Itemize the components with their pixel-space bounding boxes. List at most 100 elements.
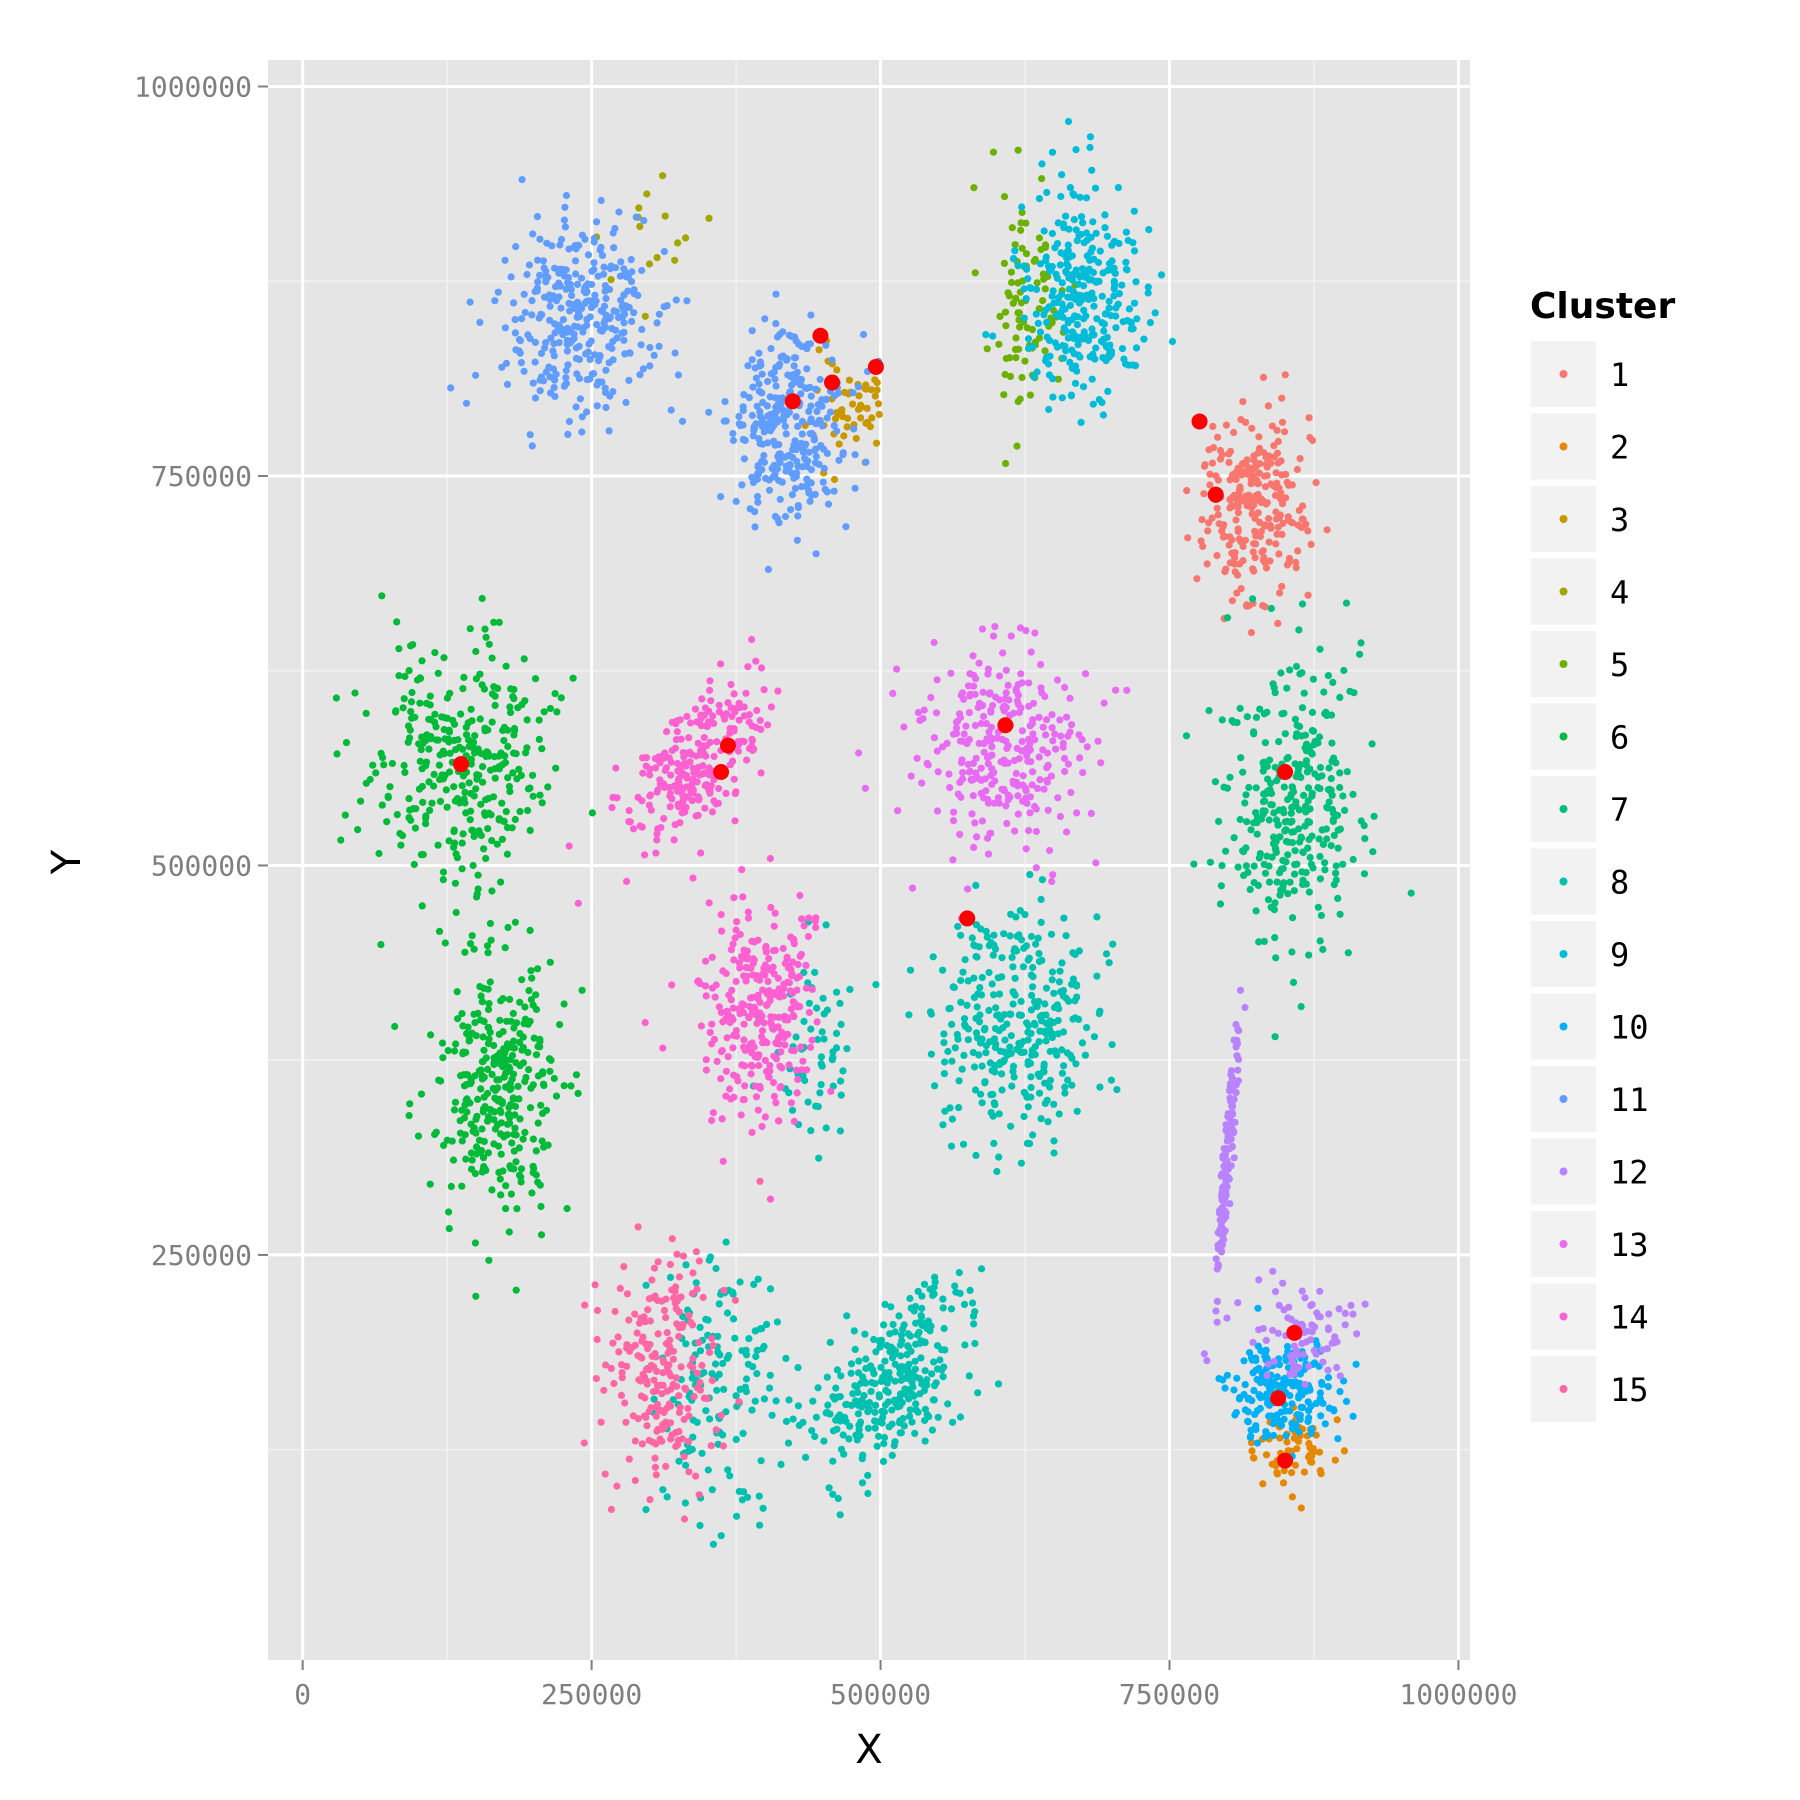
data-point	[803, 365, 811, 373]
data-point	[1031, 1021, 1039, 1029]
x-tick-label: 0	[294, 1678, 311, 1711]
data-point	[488, 1186, 496, 1194]
data-point	[959, 968, 967, 976]
data-point	[925, 1413, 933, 1421]
data-point	[780, 412, 788, 420]
data-point	[760, 451, 768, 460]
data-point	[851, 451, 859, 459]
data-point	[509, 299, 518, 307]
data-point	[939, 1373, 947, 1381]
data-point	[588, 809, 597, 817]
data-point	[732, 1032, 741, 1040]
data-point	[462, 731, 471, 739]
data-point	[526, 784, 534, 792]
data-point	[705, 771, 713, 779]
data-point	[847, 1360, 856, 1368]
data-point	[729, 436, 738, 444]
data-point	[864, 1424, 873, 1432]
data-point	[1324, 804, 1332, 812]
data-point	[1031, 629, 1039, 637]
data-point	[1051, 339, 1059, 347]
cluster-7-points	[1182, 595, 1415, 1041]
data-point	[1061, 683, 1069, 692]
data-point	[921, 1339, 929, 1347]
data-point	[1038, 175, 1046, 183]
data-point	[1264, 1360, 1272, 1368]
data-point	[702, 1056, 710, 1064]
data-point	[748, 1008, 757, 1016]
data-point	[663, 1387, 671, 1395]
data-point	[681, 1384, 689, 1392]
data-point	[638, 325, 646, 334]
data-point	[708, 1020, 716, 1028]
data-point	[549, 347, 557, 355]
data-point	[750, 1280, 758, 1288]
data-point	[646, 362, 654, 370]
data-point	[1018, 727, 1026, 735]
data-point	[1198, 516, 1206, 524]
data-point	[1222, 1165, 1230, 1174]
data-point	[717, 493, 725, 501]
data-point	[652, 1412, 661, 1420]
data-point	[721, 398, 729, 406]
data-point	[504, 923, 512, 932]
data-point	[436, 797, 445, 806]
data-point	[1299, 848, 1307, 857]
data-point	[956, 1289, 964, 1297]
data-point	[1049, 737, 1057, 745]
data-point	[490, 1108, 498, 1116]
data-point	[610, 244, 618, 252]
data-point	[1271, 934, 1279, 942]
data-point	[960, 695, 968, 703]
data-point	[1205, 519, 1213, 527]
legend-label: 7	[1610, 791, 1629, 829]
data-point	[830, 422, 838, 430]
data-point	[1003, 819, 1011, 828]
data-point	[1278, 394, 1286, 402]
data-point	[708, 1486, 716, 1494]
data-point	[511, 815, 519, 824]
centroid-point	[812, 327, 829, 344]
data-point	[1203, 1357, 1211, 1365]
data-point	[899, 1366, 908, 1374]
data-point	[679, 802, 687, 810]
data-point	[1251, 514, 1259, 523]
data-point	[1032, 940, 1040, 948]
data-point	[766, 1195, 775, 1203]
data-point	[833, 1425, 841, 1433]
data-point	[551, 376, 559, 384]
data-point	[718, 1046, 726, 1055]
data-point	[812, 452, 820, 461]
data-point	[949, 1418, 957, 1426]
data-point	[1315, 733, 1324, 741]
data-point	[975, 739, 983, 748]
data-point	[439, 868, 448, 876]
data-point	[775, 441, 783, 449]
data-point	[748, 411, 757, 420]
data-point	[1265, 1401, 1273, 1409]
data-point	[851, 1345, 859, 1353]
data-point	[547, 334, 555, 342]
data-point	[740, 712, 749, 720]
data-point	[1031, 736, 1039, 744]
data-point	[650, 1376, 658, 1384]
cluster-13-points	[855, 623, 1131, 923]
data-point	[811, 459, 820, 467]
data-point	[1274, 821, 1282, 829]
data-point	[1278, 582, 1286, 591]
data-point	[1307, 1425, 1316, 1433]
data-point	[1011, 974, 1019, 982]
data-point	[977, 1265, 986, 1273]
data-point	[1016, 907, 1024, 915]
data-point	[880, 1433, 889, 1442]
data-point	[837, 1020, 845, 1028]
data-point	[969, 759, 977, 768]
data-point	[518, 315, 526, 323]
data-point	[1064, 241, 1072, 249]
data-point	[1309, 864, 1317, 872]
data-point	[641, 312, 649, 320]
data-point	[710, 752, 718, 761]
data-point	[1086, 143, 1094, 152]
data-point	[646, 765, 654, 773]
data-point	[510, 724, 519, 733]
